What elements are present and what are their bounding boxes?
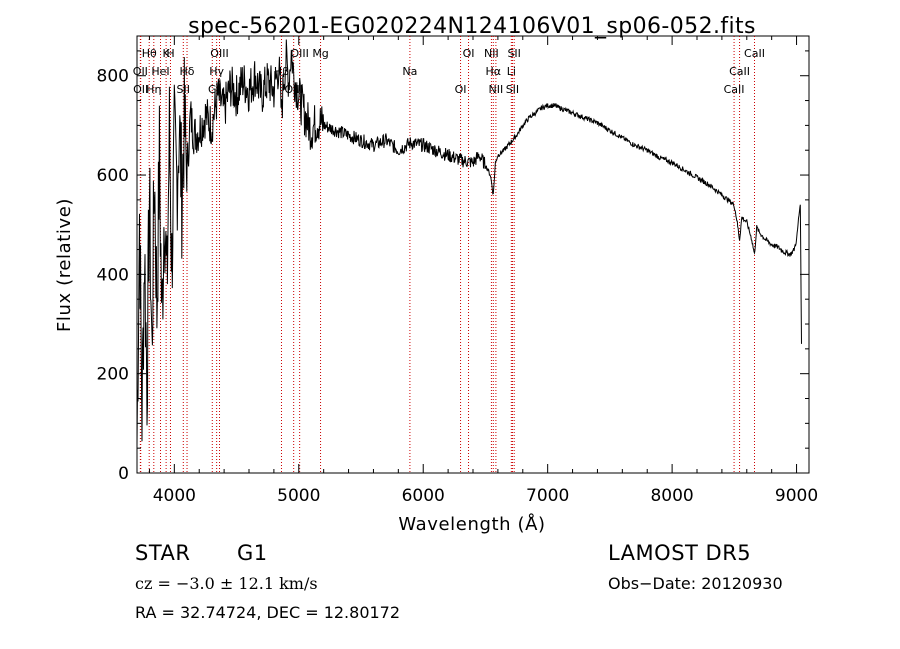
- y-tick-label: 200: [97, 365, 129, 385]
- spectrum-line: [136, 39, 802, 445]
- line-marker-label: SII: [506, 83, 519, 96]
- spectral-line-labels: HθOIIOIIKHeIHηHHδSIIOIIIHγGOIIIHβOIIIMgN…: [133, 47, 765, 96]
- coordinates: RA = 32.74724, DEC = 12.80172: [135, 603, 401, 622]
- spectrum-series: [136, 39, 802, 445]
- line-marker-label: OI: [463, 47, 475, 60]
- y-axis: 0 200 400 600 800: [97, 50, 809, 484]
- line-marker-label: H: [166, 47, 174, 60]
- line-marker-label: Hα: [486, 65, 502, 78]
- line-marker-label: Hγ: [209, 65, 224, 78]
- line-marker-label: Hθ: [142, 47, 157, 60]
- line-marker-label: Hη: [146, 83, 161, 96]
- y-tick-label: 800: [97, 67, 129, 87]
- x-tick-label: 5000: [277, 486, 320, 506]
- y-tick-label: 400: [97, 265, 129, 285]
- x-tick-label: 8000: [650, 486, 693, 506]
- x-tick-label: 9000: [775, 486, 818, 506]
- line-marker-label: CaII: [729, 65, 750, 78]
- line-marker-label: SII: [177, 83, 190, 96]
- line-marker-label: Na: [402, 65, 417, 78]
- line-marker-label: Li: [507, 65, 516, 78]
- line-marker-label: OI: [455, 83, 467, 96]
- line-marker-label: NII: [484, 47, 499, 60]
- line-marker-label: OIII: [210, 47, 228, 60]
- line-marker-label: G: [208, 83, 217, 96]
- chart-title: spec-56201-EG020224N124106V01_sp06-052.f…: [188, 14, 756, 39]
- line-marker-label: Mg: [312, 47, 328, 60]
- line-marker-label: NII: [489, 83, 504, 96]
- redshift-velocity: cz = −3.0 ± 12.1 km/s: [135, 574, 318, 593]
- line-marker-label: CaII: [724, 83, 745, 96]
- y-axis-label: Flux (relative): [54, 198, 75, 332]
- line-marker-label: K: [163, 47, 171, 60]
- line-marker-label: OII: [133, 65, 148, 78]
- observation-date: Obs−Date: 20120930: [608, 574, 783, 593]
- object-class: STAR: [135, 541, 191, 565]
- spectral-line-markers: [139, 36, 755, 473]
- object-subclass: G1: [237, 541, 268, 565]
- line-marker-label: OII: [133, 83, 148, 96]
- survey-name: LAMOST DR5: [608, 541, 752, 565]
- x-axis: 4000 5000 6000 7000 8000 9000: [148, 36, 818, 506]
- y-tick-label: 600: [97, 166, 129, 186]
- line-marker-label: HeI: [151, 65, 169, 78]
- line-marker-label: OIII: [290, 47, 308, 60]
- line-marker-label: CaII: [744, 47, 765, 60]
- y-tick-label: 0: [118, 464, 129, 484]
- line-marker-label: SII: [507, 47, 520, 60]
- line-marker-label: Hδ: [180, 65, 195, 78]
- x-axis-label: Wavelength (Å): [398, 513, 545, 535]
- x-tick-label: 4000: [153, 486, 196, 506]
- x-tick-label: 6000: [402, 486, 445, 506]
- x-tick-label: 7000: [526, 486, 569, 506]
